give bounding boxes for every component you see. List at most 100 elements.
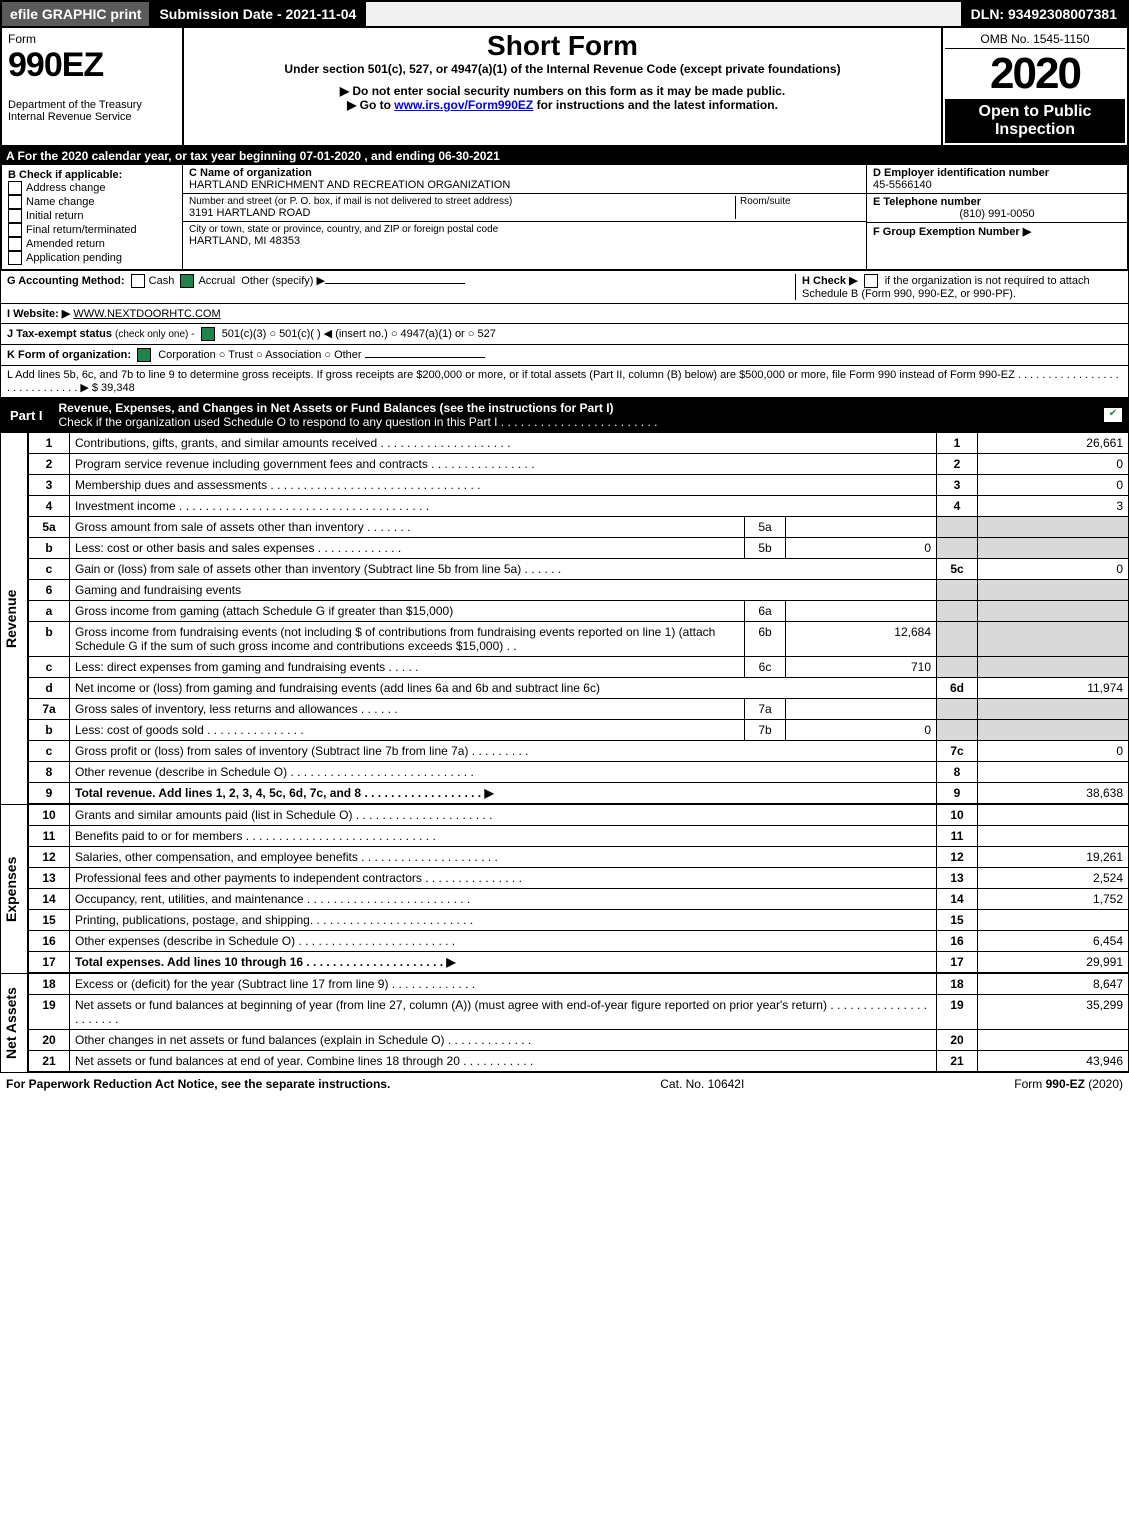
- revenue-table: 1Contributions, gifts, grants, and simil…: [28, 432, 1129, 804]
- h-label: H Check ▶: [802, 275, 858, 287]
- g-label: G Accounting Method:: [7, 275, 125, 287]
- goto-pre: ▶ Go to: [347, 98, 394, 112]
- accrual-text: Accrual: [198, 275, 235, 287]
- dln-label: DLN: 93492308007381: [961, 2, 1127, 26]
- phone-value: (810) 991-0050: [873, 208, 1121, 220]
- expenses-vlabel: Expenses: [0, 804, 28, 973]
- e-phone-row: E Telephone number (810) 991-0050: [867, 194, 1127, 223]
- line-6b: bGross income from fundraising events (n…: [29, 622, 1129, 657]
- line-6c: cLess: direct expenses from gaming and f…: [29, 657, 1129, 678]
- efile-print-label[interactable]: efile GRAPHIC print: [2, 2, 149, 26]
- line-7b: bLess: cost of goods sold . . . . . . . …: [29, 720, 1129, 741]
- form-number-box: Form 990EZ Department of the Treasury In…: [2, 28, 184, 145]
- line-17: 17Total expenses. Add lines 10 through 1…: [29, 952, 1129, 973]
- goto-text: ▶ Go to www.irs.gov/Form990EZ for instru…: [192, 98, 933, 112]
- c-city-row: City or town, state or province, country…: [183, 222, 866, 249]
- chk-cash[interactable]: [131, 274, 145, 288]
- org-street: 3191 HARTLAND ROAD: [189, 207, 735, 219]
- website-value[interactable]: WWW.NEXTDOORHTC.COM: [73, 308, 220, 320]
- k-options: Corporation ○ Trust ○ Association ○ Othe…: [158, 349, 361, 361]
- line-5c: cGain or (loss) from sale of assets othe…: [29, 559, 1129, 580]
- line-3: 3Membership dues and assessments . . . .…: [29, 475, 1129, 496]
- d-ein-row: D Employer identification number 45-5566…: [867, 165, 1127, 194]
- top-bar: efile GRAPHIC print Submission Date - 20…: [0, 0, 1129, 28]
- chk-initial-return[interactable]: Initial return: [8, 209, 176, 223]
- open-to-public: Open to Public Inspection: [945, 99, 1125, 143]
- submission-date-label: Submission Date - 2021-11-04: [149, 2, 366, 26]
- j-options: 501(c)(3) ○ 501(c)( ) ◀ (insert no.) ○ 4…: [222, 328, 496, 340]
- chk-h[interactable]: [864, 274, 878, 288]
- chk-name-change[interactable]: Name change: [8, 195, 176, 209]
- i-label: I Website: ▶: [7, 308, 70, 320]
- revenue-vlabel: Revenue: [0, 432, 28, 804]
- under-section-text: Under section 501(c), 527, or 4947(a)(1)…: [192, 62, 933, 76]
- f-group-row: F Group Exemption Number ▶: [867, 223, 1127, 240]
- cash-text: Cash: [149, 275, 175, 287]
- line-18: 18Excess or (deficit) for the year (Subt…: [29, 974, 1129, 995]
- topbar-spacer: [366, 2, 960, 26]
- j-note: (check only one) -: [115, 329, 194, 340]
- part-i-schedule-o-check[interactable]: ✔: [1103, 407, 1123, 423]
- line-15: 15Printing, publications, postage, and s…: [29, 910, 1129, 931]
- net-assets-table: 18Excess or (deficit) for the year (Subt…: [28, 973, 1129, 1072]
- g-h-row: G Accounting Method: Cash Accrual Other …: [0, 271, 1129, 304]
- chk-amended-return[interactable]: Amended return: [8, 237, 176, 251]
- org-info-block: B Check if applicable: Address change Na…: [0, 165, 1129, 271]
- ein-phone-column: D Employer identification number 45-5566…: [866, 165, 1127, 269]
- line-19: 19Net assets or fund balances at beginni…: [29, 995, 1129, 1030]
- org-name: HARTLAND ENRICHMENT AND RECREATION ORGAN…: [189, 179, 860, 191]
- page-footer: For Paperwork Reduction Act Notice, see …: [0, 1072, 1129, 1095]
- other-text: Other (specify) ▶: [241, 275, 325, 287]
- part-i-header: Part I Revenue, Expenses, and Changes in…: [0, 398, 1129, 432]
- line-11: 11Benefits paid to or for members . . . …: [29, 826, 1129, 847]
- line-5b: bLess: cost or other basis and sales exp…: [29, 538, 1129, 559]
- year-box: OMB No. 1545-1150 2020 Open to Public In…: [941, 28, 1127, 145]
- line-12: 12Salaries, other compensation, and empl…: [29, 847, 1129, 868]
- line-6d: dNet income or (loss) from gaming and fu…: [29, 678, 1129, 699]
- line-2: 2Program service revenue including gover…: [29, 454, 1129, 475]
- line-6a: aGross income from gaming (attach Schedu…: [29, 601, 1129, 622]
- line-9: 9Total revenue. Add lines 1, 2, 3, 4, 5c…: [29, 783, 1129, 804]
- line-5a: 5aGross amount from sale of assets other…: [29, 517, 1129, 538]
- line-10: 10Grants and similar amounts paid (list …: [29, 805, 1129, 826]
- c-address-row: Number and street (or P. O. box, if mail…: [183, 194, 866, 222]
- form-title-box: Short Form Under section 501(c), 527, or…: [184, 28, 941, 145]
- chk-corporation[interactable]: [137, 348, 151, 362]
- section-a-bar: A For the 2020 calendar year, or tax yea…: [0, 147, 1129, 165]
- net-assets-section: Net Assets 18Excess or (deficit) for the…: [0, 973, 1129, 1072]
- part-i-subtitle: Check if the organization used Schedule …: [59, 415, 658, 429]
- line-21: 21Net assets or fund balances at end of …: [29, 1051, 1129, 1072]
- chk-final-return[interactable]: Final return/terminated: [8, 223, 176, 237]
- line-1: 1Contributions, gifts, grants, and simil…: [29, 433, 1129, 454]
- org-name-address-column: C Name of organization HARTLAND ENRICHME…: [183, 165, 866, 269]
- chk-501c3[interactable]: [201, 327, 215, 341]
- c-addr-label: Number and street (or P. O. box, if mail…: [189, 196, 735, 207]
- c-city-label: City or town, state or province, country…: [189, 224, 860, 235]
- line-20: 20Other changes in net assets or fund ba…: [29, 1030, 1129, 1051]
- line-13: 13Professional fees and other payments t…: [29, 868, 1129, 889]
- j-tax-exempt-row: J Tax-exempt status (check only one) - 5…: [0, 324, 1129, 345]
- d-label: D Employer identification number: [873, 167, 1121, 179]
- footer-left: For Paperwork Reduction Act Notice, see …: [6, 1077, 390, 1091]
- line-8: 8Other revenue (describe in Schedule O) …: [29, 762, 1129, 783]
- j-label: J Tax-exempt status: [7, 328, 112, 340]
- expenses-section: Expenses 10Grants and similar amounts pa…: [0, 804, 1129, 973]
- b-label: B Check if applicable:: [8, 169, 176, 181]
- net-assets-vlabel: Net Assets: [0, 973, 28, 1072]
- g-accounting: G Accounting Method: Cash Accrual Other …: [7, 274, 795, 300]
- chk-accrual[interactable]: [180, 274, 194, 288]
- irs-link[interactable]: www.irs.gov/Form990EZ: [394, 98, 533, 112]
- chk-application-pending[interactable]: Application pending: [8, 251, 176, 265]
- chk-address-change[interactable]: Address change: [8, 181, 176, 195]
- k-label: K Form of organization:: [7, 349, 131, 361]
- k-form-org-row: K Form of organization: Corporation ○ Tr…: [0, 345, 1129, 366]
- line-7a: 7aGross sales of inventory, less returns…: [29, 699, 1129, 720]
- checkbox-column-b: B Check if applicable: Address change Na…: [2, 165, 183, 269]
- line-4: 4Investment income . . . . . . . . . . .…: [29, 496, 1129, 517]
- form-number: 990EZ: [8, 46, 176, 85]
- i-website-row: I Website: ▶ WWW.NEXTDOORHTC.COM: [0, 304, 1129, 324]
- form-header: Form 990EZ Department of the Treasury In…: [0, 28, 1129, 147]
- short-form-title: Short Form: [192, 30, 933, 62]
- footer-center: Cat. No. 10642I: [660, 1077, 744, 1091]
- tax-year: 2020: [945, 49, 1125, 99]
